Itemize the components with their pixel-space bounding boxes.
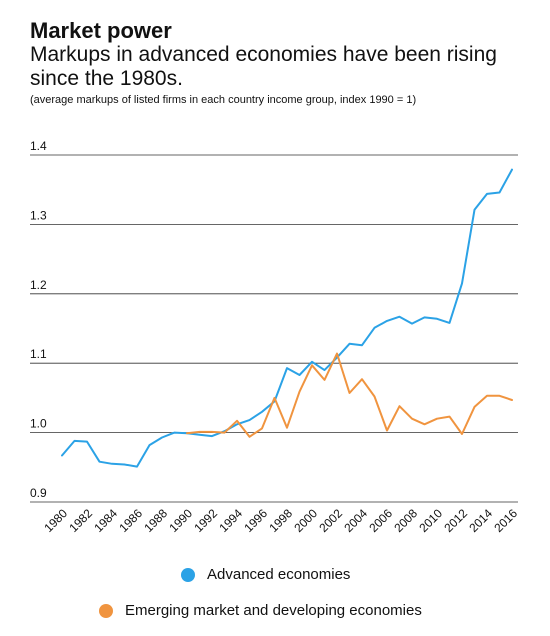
x-tick-label: 1992 — [191, 506, 220, 535]
x-tick-label: 2014 — [466, 506, 495, 535]
x-tick-label: 1990 — [166, 506, 195, 535]
x-tick-label: 1998 — [266, 506, 295, 535]
y-tick-label: 0.9 — [30, 486, 47, 500]
x-tick-label: 2010 — [416, 506, 445, 535]
chart-title: Market power — [30, 18, 172, 43]
legend-item-advanced: Advanced economies — [181, 566, 350, 584]
x-tick-label: 2008 — [391, 506, 420, 535]
legend-label-emerging: Emerging market and developing economies — [125, 602, 422, 619]
x-tick-label: 2016 — [491, 506, 520, 535]
y-tick-label: 1.2 — [30, 278, 47, 292]
x-tick-label: 2012 — [441, 506, 470, 535]
x-tick-label: 1994 — [216, 506, 245, 535]
x-tick-label: 2000 — [291, 506, 320, 535]
y-tick-label: 1.4 — [30, 139, 47, 153]
series-line-advanced — [61, 168, 513, 468]
chart-subtitle: Markups in advanced economies have been … — [30, 43, 497, 90]
legend-item-emerging: Emerging market and developing economies — [99, 602, 422, 620]
x-tick-label: 1988 — [141, 506, 170, 535]
y-tick-label: 1.0 — [30, 417, 47, 431]
legend-label-advanced: Advanced economies — [207, 566, 351, 583]
x-tick-label: 1984 — [91, 506, 120, 535]
x-tick-label: 1996 — [241, 506, 270, 535]
x-tick-label: 2004 — [341, 506, 370, 535]
legend-swatch-emerging — [99, 604, 113, 618]
x-tick-label: 1986 — [116, 506, 145, 535]
x-tick-label: 1980 — [41, 506, 70, 535]
chart-note: (average markups of listed firms in each… — [30, 94, 417, 106]
y-tick-label: 1.1 — [30, 347, 47, 361]
x-tick-label: 2006 — [366, 506, 395, 535]
x-tick-label: 2002 — [316, 506, 345, 535]
x-tick-label: 1982 — [66, 506, 95, 535]
y-tick-label: 1.3 — [30, 208, 47, 222]
series-line-emerging — [186, 352, 513, 438]
legend-swatch-advanced — [181, 568, 195, 582]
